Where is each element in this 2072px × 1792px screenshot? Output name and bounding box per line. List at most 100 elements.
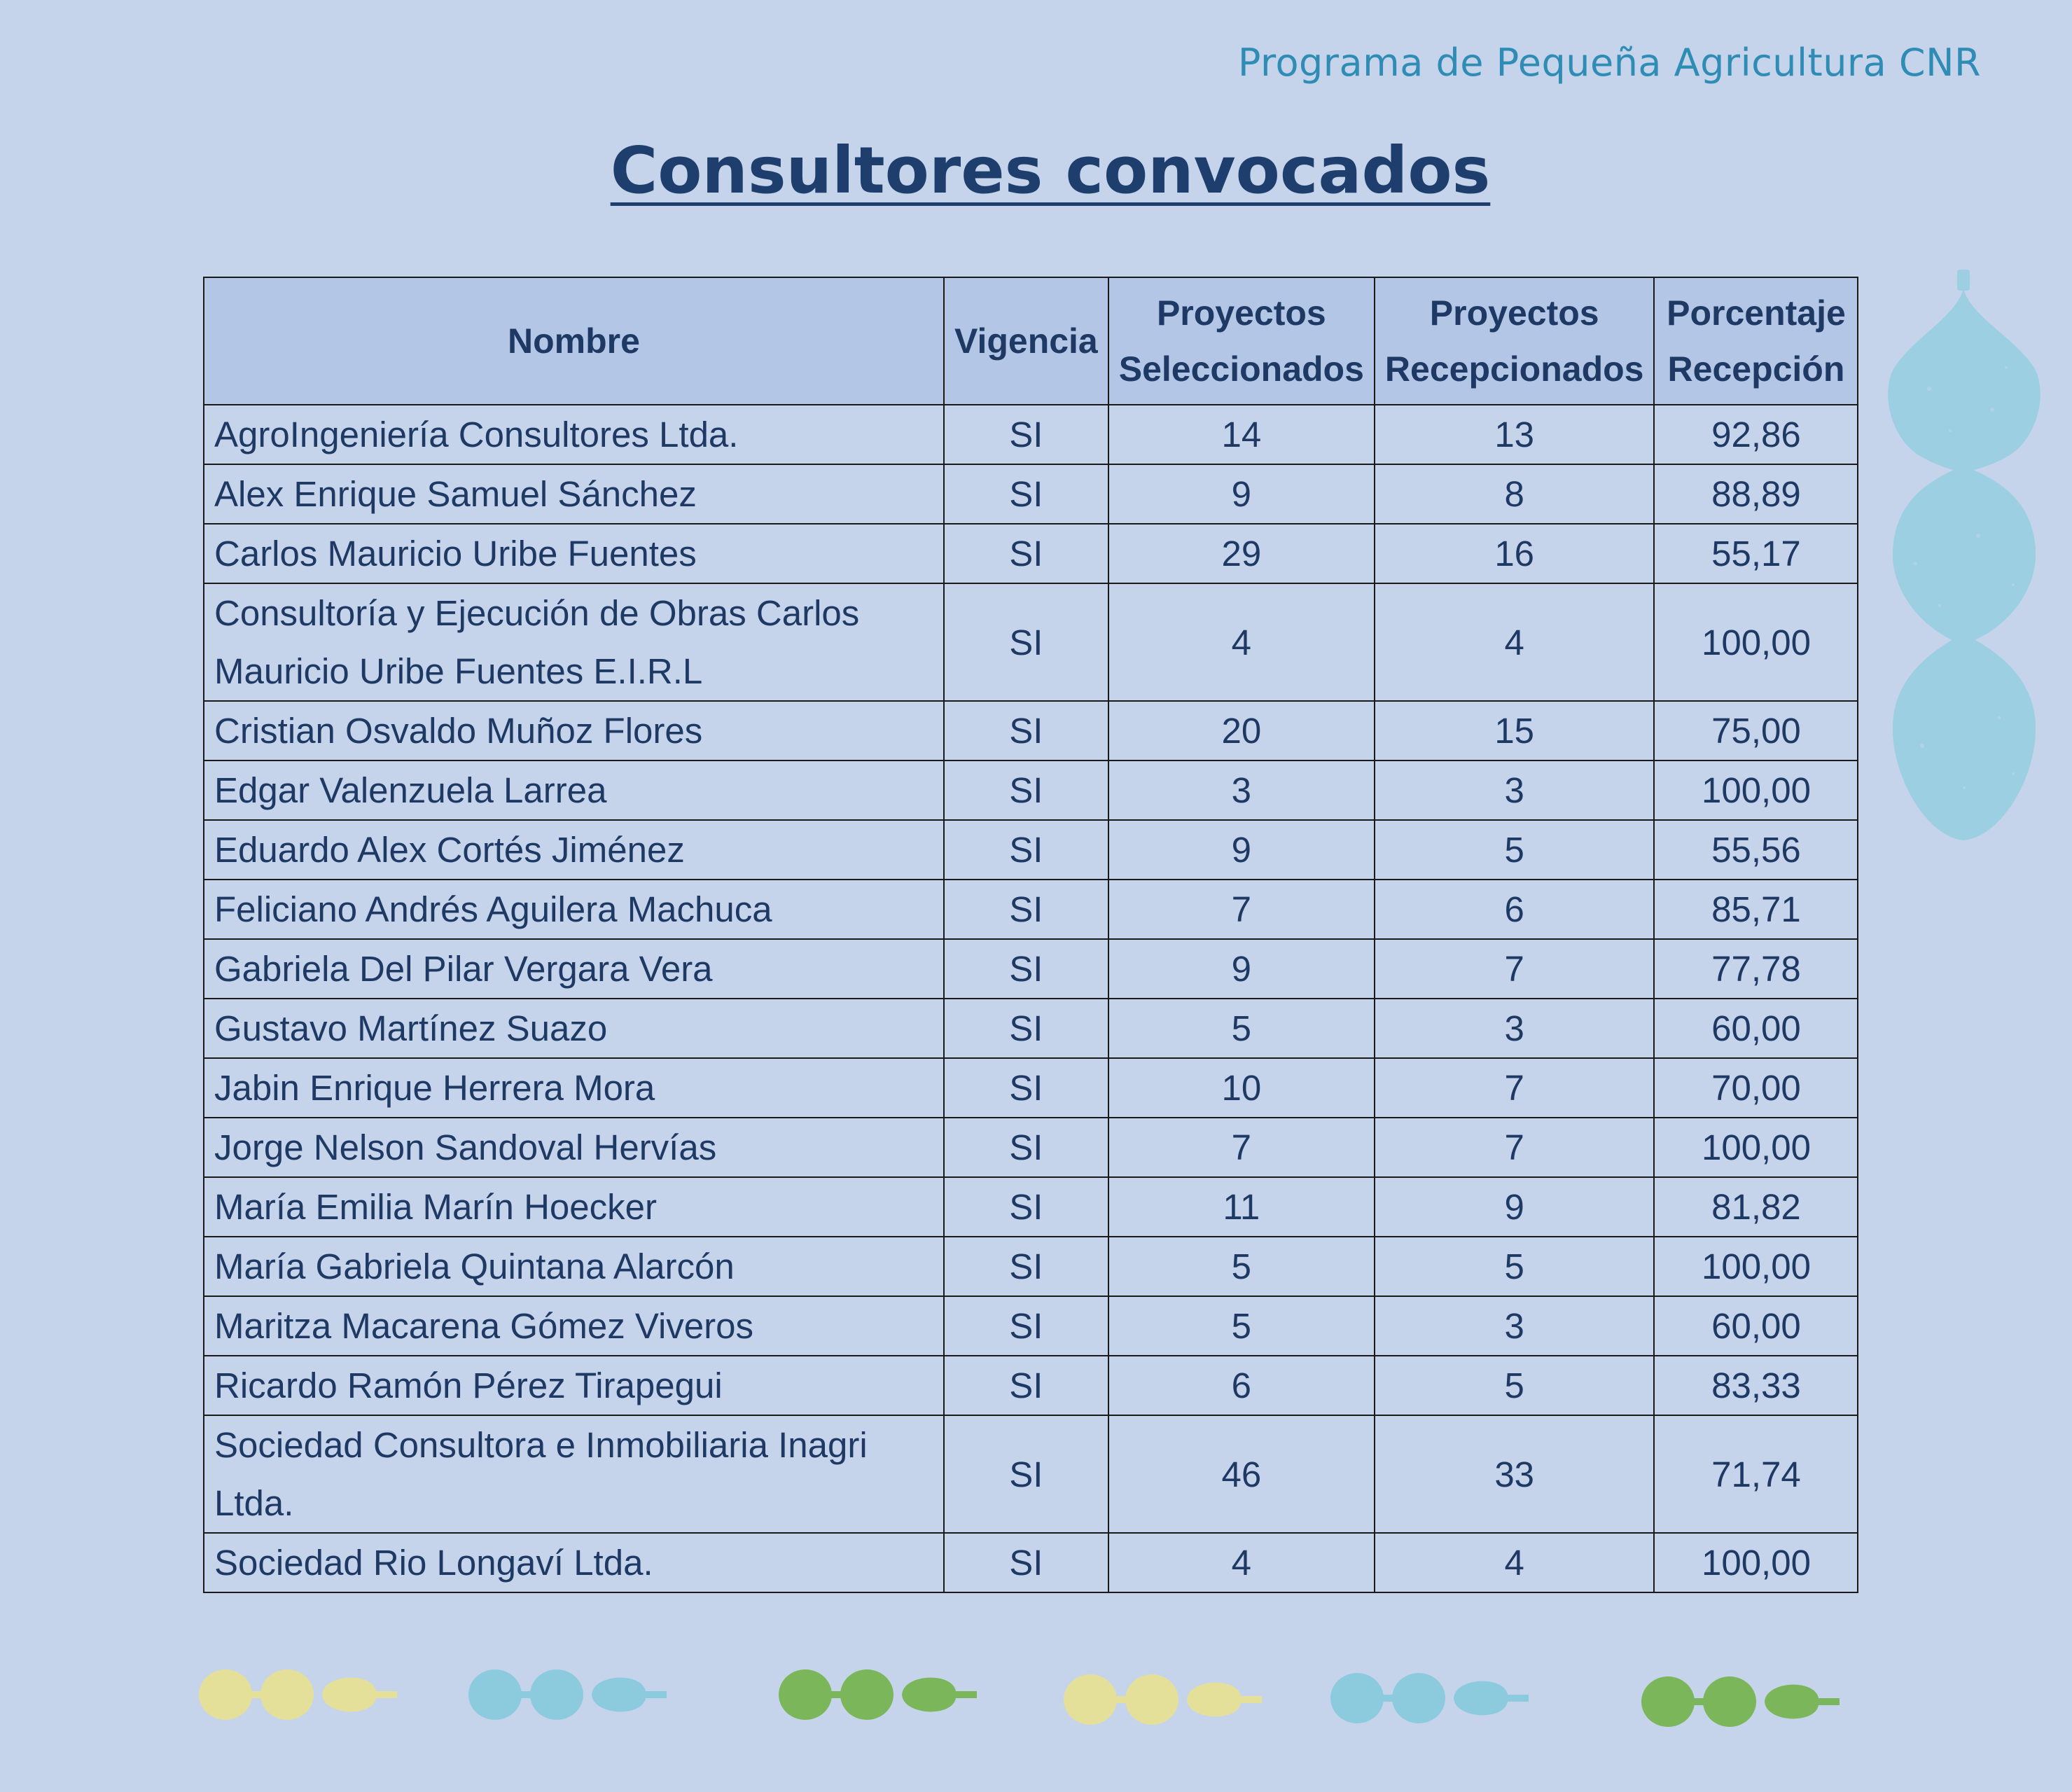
cell-recepcionados: 4 xyxy=(1373,583,1655,702)
table-header-row: Nombre Vigencia Proyectos Seleccionados P… xyxy=(203,277,1859,405)
hanging-gourd-icon xyxy=(1888,270,2040,840)
cell-recepcionados: 3 xyxy=(1373,998,1655,1059)
cell-seleccionados: 11 xyxy=(1107,1176,1375,1237)
cell-vigencia: SI xyxy=(943,583,1109,702)
cell-vigencia: SI xyxy=(943,404,1109,465)
cell-seleccionados: 7 xyxy=(1107,879,1375,940)
cell-nombre: Jabin Enrique Herrera Mora xyxy=(203,1057,945,1118)
cell-nombre: Maritza Macarena Gómez Viveros xyxy=(203,1296,945,1356)
cell-nombre: María Gabriela Quintana Alarcón xyxy=(203,1236,945,1297)
table-row: Carlos Mauricio Uribe Fuentes SI 29 16 55,17 xyxy=(203,523,1859,584)
cell-porcentaje: 55,56 xyxy=(1653,819,1859,880)
cell-seleccionados: 5 xyxy=(1107,1296,1375,1356)
table-row: Ricardo Ramón Pérez Tirapegui SI 6 5 83,33 xyxy=(203,1355,1859,1416)
cell-seleccionados: 9 xyxy=(1107,938,1375,999)
cell-recepcionados: 5 xyxy=(1373,1355,1655,1416)
cell-vigencia: SI xyxy=(943,760,1109,821)
cell-recepcionados: 5 xyxy=(1373,819,1655,880)
table-row: Gustavo Martínez Suazo SI 5 3 60,00 xyxy=(203,998,1859,1059)
cell-recepcionados: 33 xyxy=(1373,1415,1655,1534)
cell-nombre: Gustavo Martínez Suazo xyxy=(203,998,945,1059)
column-header-nombre: Nombre xyxy=(203,277,945,405)
cell-seleccionados: 29 xyxy=(1107,523,1375,584)
cell-porcentaje: 85,71 xyxy=(1653,879,1859,940)
cell-vigencia: SI xyxy=(943,700,1109,761)
cell-nombre: Cristian Osvaldo Muñoz Flores xyxy=(203,700,945,761)
cell-seleccionados: 14 xyxy=(1107,404,1375,465)
cell-vigencia: SI xyxy=(943,1057,1109,1118)
cell-nombre: Feliciano Andrés Aguilera Machuca xyxy=(203,879,945,940)
table-row: Jabin Enrique Herrera Mora SI 10 7 70,00 xyxy=(203,1057,1859,1118)
cell-vigencia: SI xyxy=(943,938,1109,999)
cell-recepcionados: 3 xyxy=(1373,760,1655,821)
column-header-porcentaje: Porcentaje Recepción xyxy=(1653,277,1859,405)
cell-porcentaje: 88,89 xyxy=(1653,464,1859,525)
seed-pod-garland-icon xyxy=(199,1669,397,1720)
cell-seleccionados: 7 xyxy=(1107,1117,1375,1178)
cell-seleccionados: 10 xyxy=(1107,1057,1375,1118)
column-header-seleccionados: Proyectos Seleccionados xyxy=(1107,277,1375,405)
cell-nombre: Sociedad Consultora e Inmobiliaria Inagr… xyxy=(203,1415,945,1534)
cell-vigencia: SI xyxy=(943,879,1109,940)
table-row: Alex Enrique Samuel Sánchez SI 9 8 88,89 xyxy=(203,464,1859,525)
cell-vigencia: SI xyxy=(943,1415,1109,1534)
table-row: María Emilia Marín Hoecker SI 11 9 81,82 xyxy=(203,1176,1859,1237)
cell-seleccionados: 4 xyxy=(1107,583,1375,702)
cell-vigencia: SI xyxy=(943,464,1109,525)
cell-nombre: Carlos Mauricio Uribe Fuentes xyxy=(203,523,945,584)
cell-porcentaje: 100,00 xyxy=(1653,1117,1859,1178)
cell-vigencia: SI xyxy=(943,1117,1109,1178)
cell-nombre: Gabriela Del Pilar Vergara Vera xyxy=(203,938,945,999)
cell-seleccionados: 5 xyxy=(1107,998,1375,1059)
cell-porcentaje: 100,00 xyxy=(1653,1236,1859,1297)
table-row: Maritza Macarena Gómez Viveros SI 5 3 60,00 xyxy=(203,1296,1859,1356)
cell-porcentaje: 100,00 xyxy=(1653,583,1859,702)
column-header-vigencia: Vigencia xyxy=(943,277,1109,405)
cell-recepcionados: 15 xyxy=(1373,700,1655,761)
cell-vigencia: SI xyxy=(943,1532,1109,1593)
program-label: Programa de Pequeña Agricultura CNR xyxy=(1237,41,1981,85)
cell-porcentaje: 92,86 xyxy=(1653,404,1859,465)
table-row: Sociedad Rio Longaví Ltda. SI 4 4 100,00 xyxy=(203,1532,1859,1593)
cell-porcentaje: 83,33 xyxy=(1653,1355,1859,1416)
cell-porcentaje: 71,74 xyxy=(1653,1415,1859,1534)
cell-nombre: María Emilia Marín Hoecker xyxy=(203,1176,945,1237)
seed-pod-garland-icon xyxy=(1641,1676,1840,1727)
table-row: Gabriela Del Pilar Vergara Vera SI 9 7 77,78 xyxy=(203,938,1859,999)
cell-porcentaje: 77,78 xyxy=(1653,938,1859,999)
cell-porcentaje: 70,00 xyxy=(1653,1057,1859,1118)
table-row: Jorge Nelson Sandoval Hervías SI 7 7 100,00 xyxy=(203,1117,1859,1178)
cell-recepcionados: 7 xyxy=(1373,938,1655,999)
cell-nombre: AgroIngeniería Consultores Ltda. xyxy=(203,404,945,465)
cell-nombre: Alex Enrique Samuel Sánchez xyxy=(203,464,945,525)
cell-nombre: Ricardo Ramón Pérez Tirapegui xyxy=(203,1355,945,1416)
consultants-table: Nombre Vigencia Proyectos Seleccionados P… xyxy=(203,277,1859,1593)
seed-pod-garland-icon xyxy=(1330,1673,1529,1723)
cell-nombre: Sociedad Rio Longaví Ltda. xyxy=(203,1532,945,1593)
cell-vigencia: SI xyxy=(943,1296,1109,1356)
cell-seleccionados: 9 xyxy=(1107,464,1375,525)
table-row: Feliciano Andrés Aguilera Machuca SI 7 6 85,… xyxy=(203,879,1859,940)
cell-vigencia: SI xyxy=(943,819,1109,880)
page-title: Consultores convocados xyxy=(610,133,1491,208)
cell-seleccionados: 4 xyxy=(1107,1532,1375,1593)
table-body: AgroIngeniería Consultores Ltda. SI 14 13 92… xyxy=(203,404,1859,1593)
seed-pod-garland-icon xyxy=(779,1669,977,1720)
cell-recepcionados: 13 xyxy=(1373,404,1655,465)
cell-porcentaje: 60,00 xyxy=(1653,1296,1859,1356)
table-row: Sociedad Consultora e Inmobiliaria Inagr… xyxy=(203,1415,1859,1534)
cell-vigencia: SI xyxy=(943,1176,1109,1237)
cell-nombre: Jorge Nelson Sandoval Hervías xyxy=(203,1117,945,1178)
cell-seleccionados: 5 xyxy=(1107,1236,1375,1297)
cell-recepcionados: 3 xyxy=(1373,1296,1655,1356)
cell-seleccionados: 6 xyxy=(1107,1355,1375,1416)
cell-porcentaje: 60,00 xyxy=(1653,998,1859,1059)
seed-pod-garland-icon xyxy=(468,1669,667,1720)
cell-seleccionados: 46 xyxy=(1107,1415,1375,1534)
cell-recepcionados: 5 xyxy=(1373,1236,1655,1297)
cell-vigencia: SI xyxy=(943,1355,1109,1416)
cell-porcentaje: 55,17 xyxy=(1653,523,1859,584)
cell-recepcionados: 16 xyxy=(1373,523,1655,584)
cell-porcentaje: 75,00 xyxy=(1653,700,1859,761)
seed-pod-garland-icon xyxy=(1064,1674,1262,1725)
